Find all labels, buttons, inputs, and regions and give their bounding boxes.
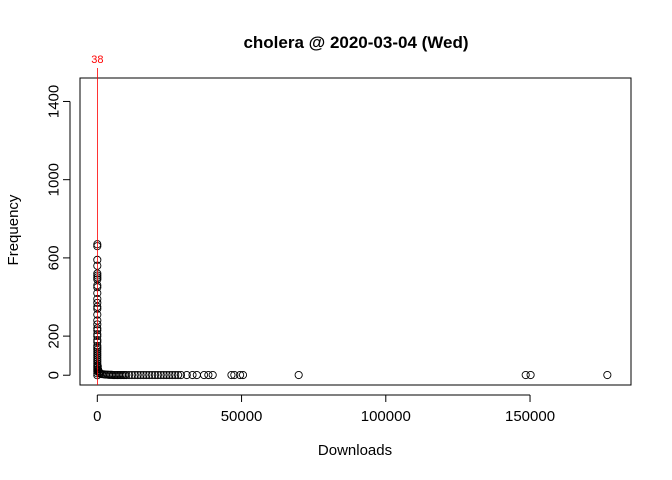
data-point xyxy=(124,370,134,380)
data-points xyxy=(93,240,612,380)
data-point xyxy=(174,370,183,380)
data-point xyxy=(168,370,177,380)
data-point xyxy=(294,370,303,380)
x-axis-label: Downloads xyxy=(318,442,392,459)
data-point xyxy=(156,370,165,380)
data-point xyxy=(130,370,139,380)
reference-line: 38 xyxy=(91,54,104,385)
data-point xyxy=(127,370,136,380)
y-tick-label: 0 xyxy=(46,371,63,379)
data-point xyxy=(171,370,180,380)
data-point xyxy=(159,370,168,380)
data-point xyxy=(136,370,145,380)
data-point xyxy=(603,370,612,380)
data-point xyxy=(230,370,239,380)
x-tick-label: 100000 xyxy=(361,408,411,425)
reference-line-label: 38 xyxy=(91,54,103,66)
y-tick-label: 1400 xyxy=(46,85,63,118)
data-point xyxy=(165,370,174,380)
x-tick-label: 0 xyxy=(93,408,101,425)
data-point xyxy=(153,370,162,380)
data-point xyxy=(204,370,213,380)
plot-box xyxy=(79,77,632,386)
y-axis-label: Frequency xyxy=(5,194,22,265)
data-point xyxy=(95,368,104,377)
data-point xyxy=(521,370,530,380)
data-point xyxy=(122,370,131,380)
data-point xyxy=(238,370,248,380)
data-point xyxy=(227,370,236,380)
x-tick-label: 150000 xyxy=(505,408,555,425)
data-point xyxy=(236,370,245,380)
data-point xyxy=(526,370,535,380)
x-axis: 0 50000 100000 150000 xyxy=(93,394,555,425)
data-point xyxy=(145,370,154,380)
data-point xyxy=(188,370,197,380)
data-point xyxy=(208,370,217,380)
y-tick-label: 1000 xyxy=(46,163,63,196)
data-point xyxy=(150,370,160,380)
y-axis: 0 200 600 1000 1400 xyxy=(46,85,71,379)
data-point xyxy=(162,370,171,380)
chart-title: cholera @ 2020-03-04 (Wed) xyxy=(243,33,468,52)
data-point xyxy=(182,370,191,380)
data-point xyxy=(192,370,201,380)
data-point xyxy=(139,370,148,380)
x-tick-label: 50000 xyxy=(221,408,263,425)
data-point xyxy=(148,370,157,380)
y-tick-label: 200 xyxy=(46,324,63,349)
data-point xyxy=(199,370,209,380)
data-point xyxy=(133,370,142,380)
data-point xyxy=(94,368,104,377)
data-point xyxy=(176,370,186,380)
y-tick-label: 600 xyxy=(46,245,63,270)
data-point xyxy=(142,370,151,380)
